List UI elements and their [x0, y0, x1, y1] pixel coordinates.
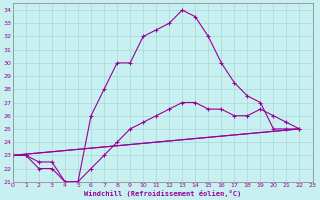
X-axis label: Windchill (Refroidissement éolien,°C): Windchill (Refroidissement éolien,°C): [84, 190, 241, 197]
